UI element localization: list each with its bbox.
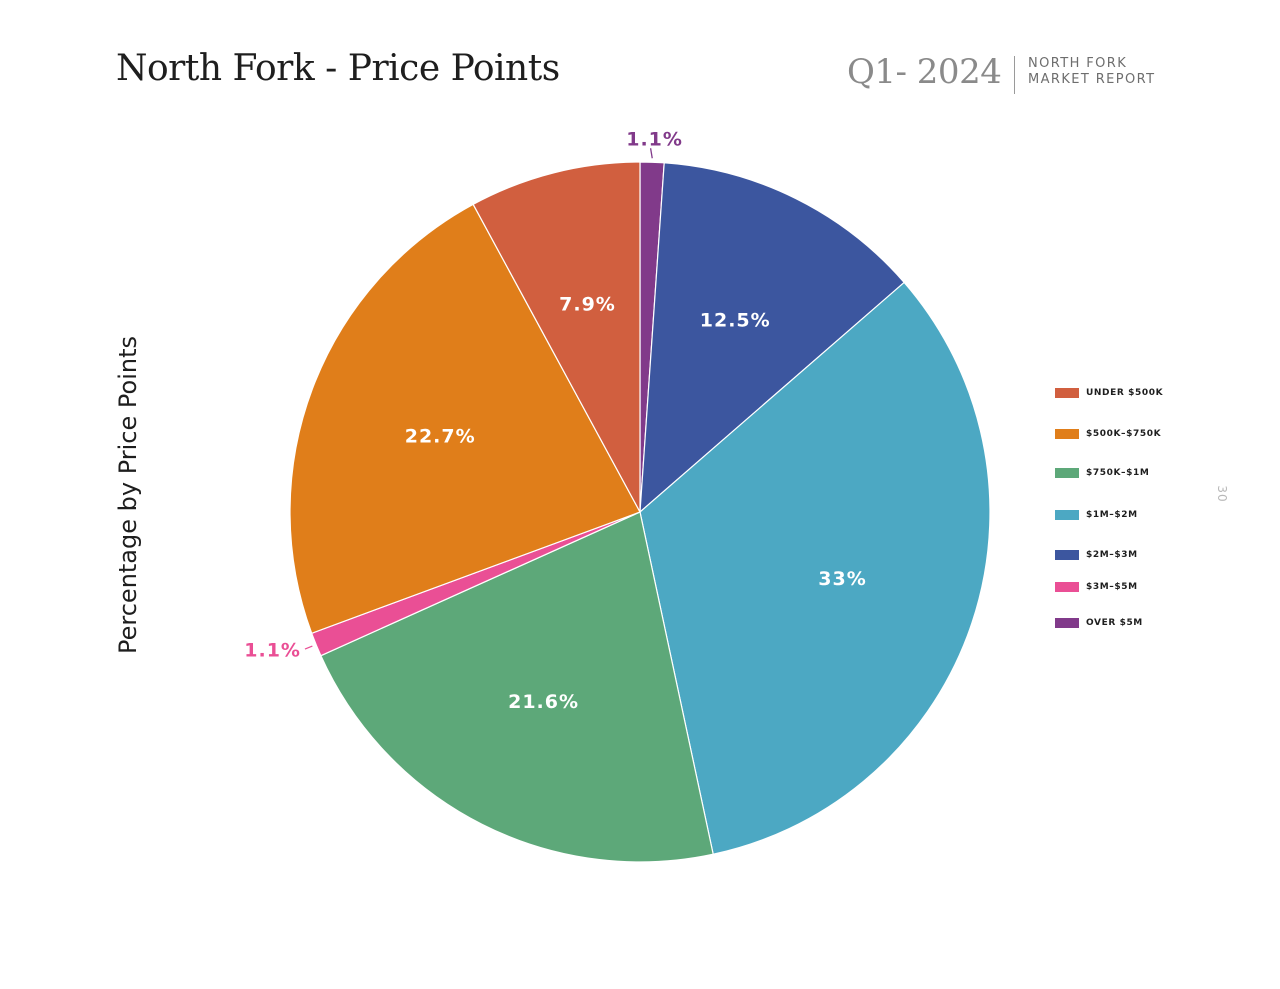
- pie-label-over-5m: 1.1%: [626, 129, 683, 151]
- legend-item-2m-3m: $2M–$3M: [1055, 549, 1138, 561]
- legend-swatch: [1055, 468, 1079, 478]
- pie-slice-2m-3m: [639, 162, 906, 514]
- legend-swatch: [1055, 429, 1079, 439]
- legend-label: $500K–$750K: [1086, 429, 1162, 439]
- pie-slice-under-500k: [472, 161, 641, 513]
- legend-swatch: [1055, 582, 1079, 592]
- legend-label: UNDER $500K: [1086, 388, 1164, 398]
- legend-item-3m-5m: $3M–$5M: [1055, 581, 1138, 593]
- pie-label-under-500k: 7.9%: [559, 294, 616, 316]
- pie-label-750k-1m: 21.6%: [508, 691, 579, 713]
- legend-label: $3M–$5M: [1086, 582, 1138, 592]
- legend-swatch: [1055, 550, 1079, 560]
- legend-item-750k-1m: $750K–$1M: [1055, 467, 1149, 479]
- legend-swatch: [1055, 388, 1079, 398]
- page-title: North Fork - Price Points: [116, 48, 560, 89]
- pie-leader-3m-5m: [304, 645, 313, 650]
- legend-label: $2M–$3M: [1086, 550, 1138, 560]
- legend-swatch: [1055, 618, 1079, 628]
- pie-slice-750k-1m: [320, 511, 714, 863]
- legend-label: $750K–$1M: [1086, 468, 1150, 478]
- pie-leader-over-5m: [649, 148, 653, 159]
- pie-label-3m-5m: 1.1%: [244, 640, 301, 662]
- header-divider: [1014, 56, 1015, 94]
- pie-slice-1m-2m: [639, 281, 991, 855]
- report-name-line-1: NORTH FORK: [1028, 56, 1128, 71]
- legend-item-over-5m: OVER $5M: [1055, 617, 1143, 629]
- legend-swatch: [1055, 510, 1079, 520]
- pie-label-500k-750k: 22.7%: [405, 425, 476, 447]
- report-name-line-2: MARKET REPORT: [1028, 72, 1156, 87]
- report-quarter: Q1- 2024: [847, 52, 1002, 92]
- legend-label: $1M–$2M: [1086, 510, 1138, 520]
- legend-item-500k-750k: $500K–$750K: [1055, 428, 1161, 440]
- legend-item-1m-2m: $1M–$2M: [1055, 509, 1138, 521]
- pie-slice-500k-750k: [289, 203, 641, 635]
- pie-label-2m-3m: 12.5%: [700, 309, 771, 331]
- report-name: NORTH FORK MARKET REPORT: [1028, 56, 1156, 88]
- legend-item-under-500k: UNDER $500K: [1055, 387, 1163, 399]
- legend-label: OVER $5M: [1086, 618, 1143, 628]
- pie-label-1m-2m: 33%: [818, 568, 866, 590]
